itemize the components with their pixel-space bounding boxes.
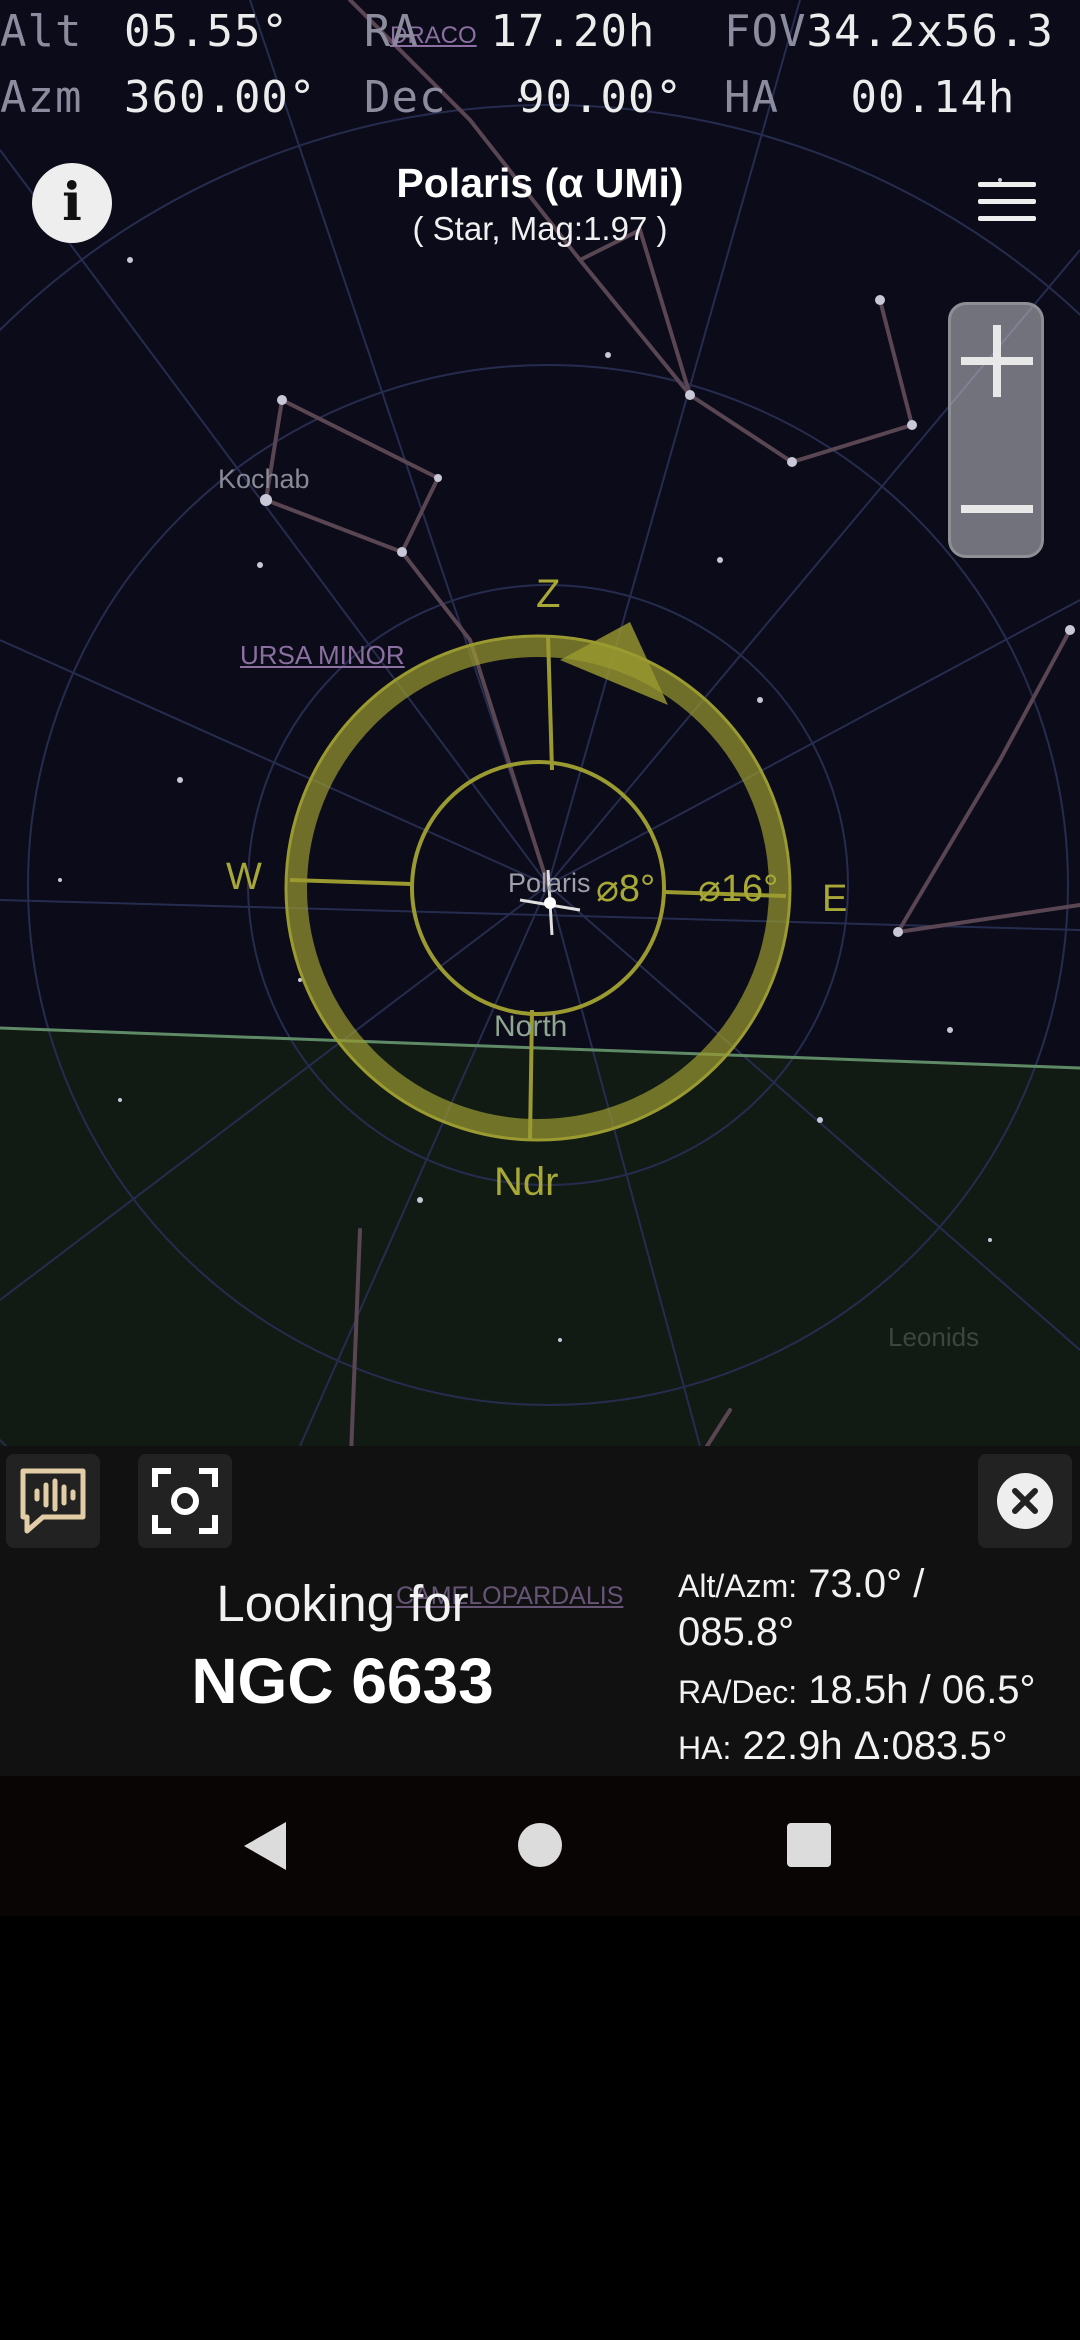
hamburger-icon bbox=[978, 182, 1036, 187]
altazm-label: Alt/Azm: bbox=[678, 1568, 798, 1604]
ha-target-value: 22.9h Δ:083.5° bbox=[742, 1724, 1008, 1768]
ha-value: 00.14h bbox=[850, 72, 1016, 123]
radec-value: 18.5h / 06.5° bbox=[808, 1668, 1036, 1712]
altazm-value: 73.0° / bbox=[808, 1562, 925, 1606]
search-panel: CAMELOPARDALIS bbox=[0, 1446, 1080, 1776]
north-label: North bbox=[494, 1010, 568, 1043]
voice-feedback-button[interactable] bbox=[6, 1454, 100, 1548]
zoom-control bbox=[948, 302, 1044, 558]
close-panel-button[interactable] bbox=[978, 1454, 1072, 1548]
constellation-label-draco: DRACO bbox=[390, 22, 477, 49]
zenith-label: Z bbox=[536, 572, 561, 616]
ra-readout: RA 17.20h bbox=[364, 6, 655, 57]
altazm-value-2: 085.8° bbox=[678, 1610, 795, 1654]
dec-value: 90.00° bbox=[517, 72, 683, 123]
ha-target-label: HA: bbox=[678, 1730, 732, 1766]
looking-for-label: Looking for bbox=[216, 1575, 469, 1632]
center-focus-button[interactable] bbox=[138, 1454, 232, 1548]
star-label-kochab: Kochab bbox=[218, 464, 310, 494]
system-navigation-bar bbox=[0, 1776, 1080, 1916]
fov-label: FOV bbox=[724, 6, 807, 57]
radec-label: RA/Dec: bbox=[678, 1674, 798, 1710]
dec-label: Dec bbox=[364, 72, 447, 123]
target-ha: HA: 22.9h Δ:083.5° bbox=[678, 1724, 1008, 1769]
close-icon bbox=[997, 1473, 1053, 1529]
menu-button[interactable] bbox=[978, 182, 1036, 224]
west-label: W bbox=[226, 856, 262, 898]
home-icon[interactable] bbox=[517, 1822, 563, 1868]
target-altazm: Alt/Azm: 73.0° / bbox=[678, 1562, 924, 1607]
center-focus-icon bbox=[152, 1468, 218, 1534]
constellation-label-ursa-minor: URSA MINOR bbox=[240, 640, 405, 670]
altitude-value: 05.55° bbox=[123, 6, 289, 57]
star-label-polaris: Polaris bbox=[508, 868, 591, 898]
zoom-out-button[interactable] bbox=[961, 473, 1033, 545]
fov-readout: FOV34.2x56.3 bbox=[724, 6, 1054, 57]
meteor-shower-label-leonids: Leonids bbox=[888, 1322, 980, 1352]
azimuth-readout: Azm 360.00° bbox=[0, 72, 316, 123]
back-icon[interactable] bbox=[240, 1820, 290, 1872]
ra-value: 17.20h bbox=[490, 6, 656, 57]
target-altazm-cont: 085.8° bbox=[678, 1610, 794, 1655]
hamburger-icon-bar bbox=[978, 199, 1036, 204]
hamburger-icon-bar bbox=[978, 216, 1036, 221]
target-name: NGC 6633 bbox=[191, 1645, 494, 1717]
sky-map-canvas bbox=[0, 0, 1080, 1446]
object-title: Polaris (α UMi) bbox=[396, 160, 684, 206]
sky-map[interactable]: DRACO Kochab URSA MINOR Z W E Polaris ⌀8… bbox=[0, 0, 1080, 1446]
azimuth-value: 360.00° bbox=[123, 72, 317, 123]
nadir-label: Ndr bbox=[494, 1160, 559, 1204]
info-button[interactable]: i bbox=[32, 163, 112, 243]
dec-readout: Dec 90.00° bbox=[364, 72, 683, 123]
ra-label: RA bbox=[364, 6, 419, 57]
azimuth-label: Azm bbox=[0, 72, 83, 123]
constellation-label-camelopardalis: CAMELOPARDALIS bbox=[396, 1582, 624, 1610]
ring-label-8: ⌀8° bbox=[596, 868, 656, 910]
info-icon: i bbox=[62, 172, 82, 233]
altitude-label: Alt bbox=[0, 6, 83, 57]
ha-readout: HA 00.14h bbox=[724, 72, 1015, 123]
altitude-readout: Alt 05.55° bbox=[0, 6, 289, 57]
east-label: E bbox=[822, 878, 848, 920]
zoom-in-button[interactable] bbox=[961, 325, 1033, 397]
ha-label: HA bbox=[724, 72, 779, 123]
recents-icon[interactable] bbox=[786, 1822, 832, 1868]
ring-label-16: ⌀16° bbox=[698, 868, 779, 910]
voice-feedback-icon bbox=[20, 1468, 86, 1534]
target-radec: RA/Dec: 18.5h / 06.5° bbox=[678, 1668, 1036, 1713]
object-subtitle: ( Star, Mag:1.97 ) bbox=[412, 210, 668, 247]
fov-value: 34.2x56.3 bbox=[806, 6, 1054, 57]
